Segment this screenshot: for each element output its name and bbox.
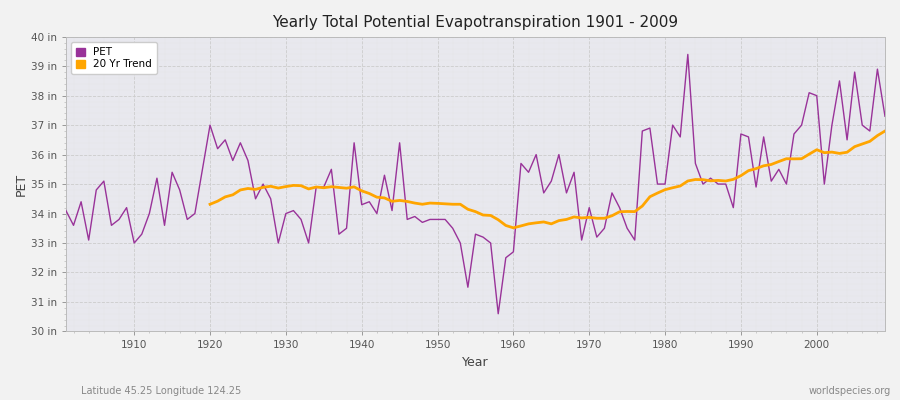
20 Yr Trend xyxy=(508,226,518,230)
20 Yr Trend xyxy=(857,142,868,146)
20 Yr Trend xyxy=(295,183,306,188)
Title: Yearly Total Potential Evapotranspiration 1901 - 2009: Yearly Total Potential Evapotranspiratio… xyxy=(273,15,679,30)
Legend: PET, 20 Yr Trend: PET, 20 Yr Trend xyxy=(71,42,157,74)
Text: Latitude 45.25 Longitude 124.25: Latitude 45.25 Longitude 124.25 xyxy=(81,386,241,396)
20 Yr Trend xyxy=(204,202,215,207)
Text: worldspecies.org: worldspecies.org xyxy=(809,386,891,396)
PET xyxy=(493,311,504,316)
20 Yr Trend xyxy=(410,201,420,206)
PET xyxy=(607,190,617,195)
20 Yr Trend xyxy=(773,159,784,164)
PET xyxy=(508,250,518,254)
PET xyxy=(60,208,71,213)
20 Yr Trend xyxy=(879,129,890,134)
X-axis label: Year: Year xyxy=(463,356,489,369)
PET xyxy=(879,114,890,119)
Line: PET: PET xyxy=(66,54,885,314)
PET xyxy=(122,205,132,210)
20 Yr Trend xyxy=(682,178,693,183)
PET xyxy=(516,161,526,166)
Y-axis label: PET: PET xyxy=(15,172,28,196)
PET xyxy=(334,232,345,236)
Line: 20 Yr Trend: 20 Yr Trend xyxy=(210,131,885,228)
20 Yr Trend xyxy=(788,156,799,161)
PET xyxy=(288,208,299,213)
PET xyxy=(682,52,693,57)
